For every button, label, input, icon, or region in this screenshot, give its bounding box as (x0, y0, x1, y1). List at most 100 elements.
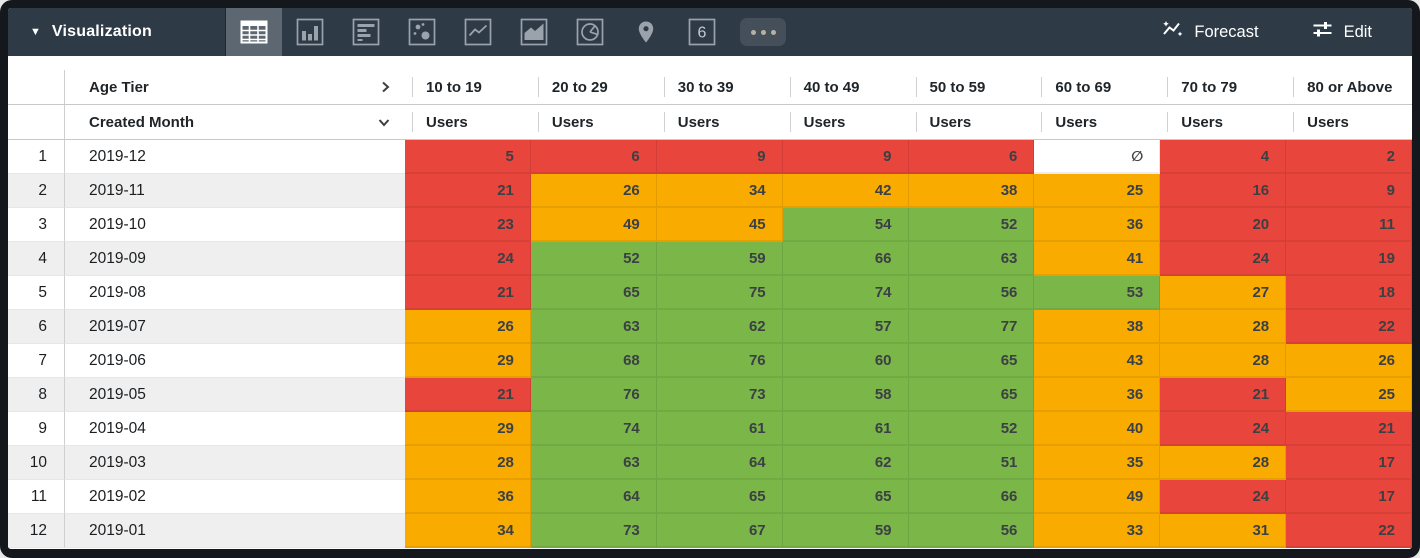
data-cell[interactable]: 36 (1034, 208, 1161, 242)
visualization-section-toggle[interactable]: ▼ Visualization (8, 8, 226, 56)
data-cell[interactable]: 6 (908, 140, 1035, 174)
data-cell[interactable]: 76 (530, 378, 657, 412)
data-cell[interactable]: 29 (405, 412, 531, 446)
data-cell[interactable]: 59 (782, 514, 909, 548)
data-cell[interactable]: 76 (656, 344, 783, 378)
data-cell[interactable]: 63 (530, 310, 657, 344)
tab-scatter[interactable] (394, 8, 450, 56)
data-cell[interactable]: 28 (405, 446, 531, 480)
data-cell[interactable]: 49 (530, 208, 657, 242)
pivot-value-header[interactable]: 10 to 19 (405, 70, 531, 104)
data-cell[interactable]: 21 (405, 378, 531, 412)
data-cell[interactable]: 16 (1160, 174, 1287, 208)
data-cell[interactable]: 58 (782, 378, 909, 412)
data-cell[interactable]: 52 (530, 242, 657, 276)
measure-header[interactable]: Users (909, 105, 1035, 139)
pivot-value-header[interactable]: 50 to 59 (909, 70, 1035, 104)
data-cell[interactable]: 53 (1034, 276, 1161, 310)
data-cell[interactable]: 51 (908, 446, 1035, 480)
data-cell[interactable]: 21 (1160, 378, 1287, 412)
data-cell[interactable]: 67 (656, 514, 783, 548)
data-cell[interactable]: 74 (782, 276, 909, 310)
data-cell[interactable]: 66 (782, 242, 909, 276)
tab-more-options[interactable] (730, 8, 796, 56)
data-cell[interactable]: 61 (782, 412, 909, 446)
tab-area-chart[interactable] (506, 8, 562, 56)
row-label[interactable]: 2019-07 (65, 310, 405, 344)
data-cell[interactable]: 45 (656, 208, 783, 242)
measure-header[interactable]: Users (405, 105, 531, 139)
data-cell[interactable]: 9 (656, 140, 783, 174)
data-cell[interactable]: 25 (1286, 378, 1412, 412)
data-cell[interactable]: 73 (530, 514, 657, 548)
data-cell[interactable]: 62 (782, 446, 909, 480)
tab-table[interactable] (226, 8, 282, 56)
data-cell[interactable]: 41 (1034, 242, 1161, 276)
row-field-header[interactable]: Created Month (65, 105, 405, 139)
data-cell[interactable]: 28 (1160, 446, 1287, 480)
measure-header[interactable]: Users (1286, 105, 1412, 139)
data-cell[interactable]: 26 (405, 310, 531, 344)
data-cell[interactable]: 56 (908, 276, 1035, 310)
data-cell[interactable]: 29 (405, 344, 531, 378)
data-cell[interactable]: 24 (405, 242, 531, 276)
data-cell[interactable]: 73 (656, 378, 783, 412)
row-label[interactable]: 2019-10 (65, 208, 405, 242)
pivot-field-header[interactable]: Age Tier (65, 70, 405, 104)
data-cell[interactable]: 77 (908, 310, 1035, 344)
data-cell[interactable]: 20 (1160, 208, 1287, 242)
measure-header[interactable]: Users (657, 105, 783, 139)
data-cell[interactable]: 52 (908, 208, 1035, 242)
data-cell[interactable]: 34 (656, 174, 783, 208)
data-cell[interactable]: 65 (908, 344, 1035, 378)
data-cell[interactable]: 66 (908, 480, 1035, 514)
data-cell[interactable]: 65 (782, 480, 909, 514)
data-cell[interactable]: 64 (656, 446, 783, 480)
tab-line-chart[interactable] (450, 8, 506, 56)
pivot-value-header[interactable]: 30 to 39 (657, 70, 783, 104)
data-cell[interactable]: 9 (1286, 174, 1412, 208)
measure-header[interactable]: Users (783, 105, 909, 139)
edit-button[interactable]: Edit (1311, 18, 1372, 46)
data-cell[interactable]: 38 (908, 174, 1035, 208)
row-label[interactable]: 2019-03 (65, 446, 405, 480)
data-cell[interactable]: 65 (908, 378, 1035, 412)
row-label[interactable]: 2019-05 (65, 378, 405, 412)
data-cell[interactable]: 61 (656, 412, 783, 446)
data-cell[interactable]: ∅ (1034, 140, 1161, 174)
data-cell[interactable]: 63 (908, 242, 1035, 276)
data-cell[interactable]: 43 (1034, 344, 1161, 378)
data-cell[interactable]: 63 (530, 446, 657, 480)
data-cell[interactable]: 42 (782, 174, 909, 208)
row-label[interactable]: 2019-01 (65, 514, 405, 548)
tab-bar-chart[interactable] (338, 8, 394, 56)
data-cell[interactable]: 11 (1286, 208, 1412, 242)
data-cell[interactable]: 75 (656, 276, 783, 310)
data-cell[interactable]: 9 (782, 140, 909, 174)
row-label[interactable]: 2019-06 (65, 344, 405, 378)
forecast-button[interactable]: Forecast (1161, 18, 1259, 46)
data-cell[interactable]: 59 (656, 242, 783, 276)
data-cell[interactable]: 17 (1286, 480, 1412, 514)
data-cell[interactable]: 23 (405, 208, 531, 242)
data-cell[interactable]: 35 (1034, 446, 1161, 480)
data-cell[interactable]: 19 (1286, 242, 1412, 276)
data-cell[interactable]: 65 (656, 480, 783, 514)
data-cell[interactable]: 26 (1286, 344, 1412, 378)
data-cell[interactable]: 17 (1286, 446, 1412, 480)
data-cell[interactable]: 54 (782, 208, 909, 242)
data-cell[interactable]: 24 (1160, 242, 1287, 276)
data-cell[interactable]: 52 (908, 412, 1035, 446)
row-label[interactable]: 2019-02 (65, 480, 405, 514)
row-label[interactable]: 2019-11 (65, 174, 405, 208)
data-cell[interactable]: 36 (405, 480, 531, 514)
row-label[interactable]: 2019-09 (65, 242, 405, 276)
data-cell[interactable]: 74 (530, 412, 657, 446)
data-cell[interactable]: 21 (405, 174, 531, 208)
data-cell[interactable]: 24 (1160, 480, 1287, 514)
data-cell[interactable]: 27 (1160, 276, 1287, 310)
pivot-value-header[interactable]: 40 to 49 (783, 70, 909, 104)
data-cell[interactable]: 24 (1160, 412, 1287, 446)
data-cell[interactable]: 5 (405, 140, 531, 174)
data-cell[interactable]: 21 (405, 276, 531, 310)
